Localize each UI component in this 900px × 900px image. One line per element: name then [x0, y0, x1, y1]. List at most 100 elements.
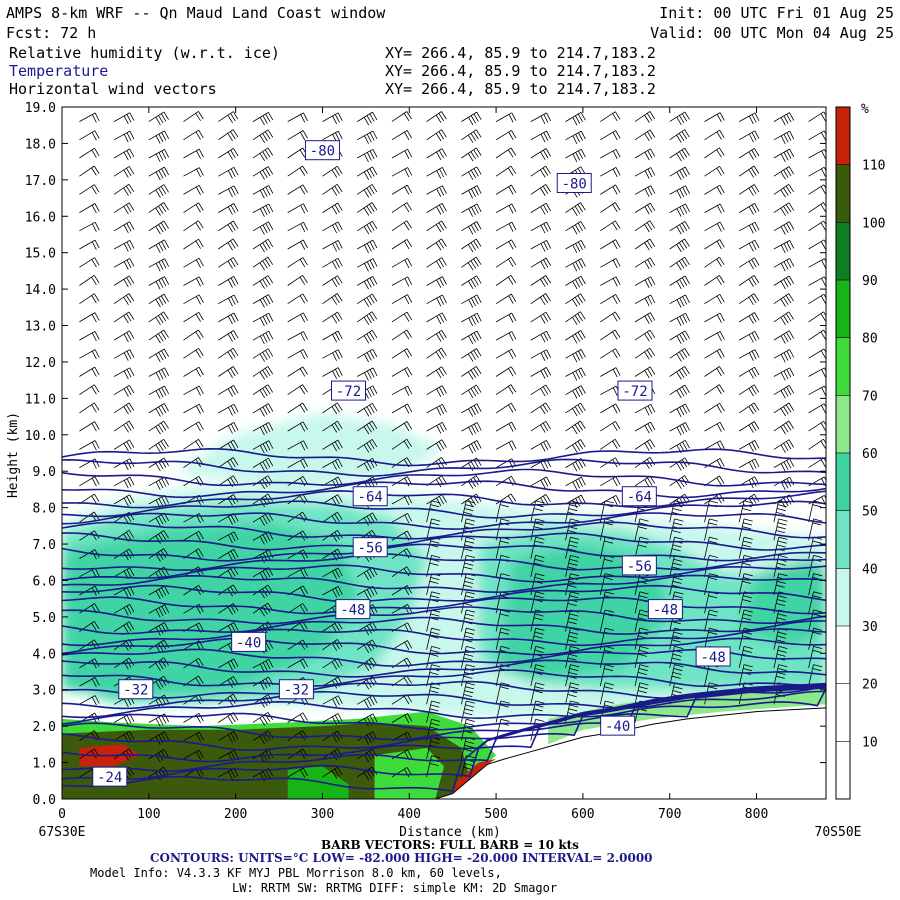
wind-barb — [461, 422, 482, 436]
wind-barb — [391, 257, 413, 269]
wind-barb — [218, 712, 239, 725]
model-info: Model Info: V4.3.3 KF MYJ PBL Morrison 8… — [90, 866, 502, 880]
wind-barb — [669, 312, 690, 327]
wind-barb — [669, 220, 690, 235]
wind-barb — [426, 385, 447, 397]
wind-barb — [461, 256, 482, 271]
wind-barb — [704, 627, 719, 650]
wind-barb — [565, 420, 586, 435]
wind-barb — [252, 129, 274, 144]
wind-barb — [113, 330, 135, 343]
contour-label-box — [118, 679, 154, 700]
wind-barb — [808, 518, 823, 541]
wind-barb — [287, 312, 308, 323]
wind-barb — [113, 202, 135, 215]
wind-barb — [322, 586, 343, 598]
wind-barb — [391, 548, 412, 559]
colorbar-label: 70 — [862, 389, 878, 404]
wind-barb — [808, 130, 826, 141]
wind-barb — [322, 330, 343, 343]
wind-barb — [634, 167, 656, 179]
wind-barb — [113, 529, 135, 542]
wind-barb — [600, 258, 621, 269]
wind-barb — [357, 694, 378, 709]
colorbar-swatch — [836, 453, 850, 511]
x-axis-label: Distance (km) — [399, 825, 501, 840]
wind-barb — [600, 167, 621, 178]
wind-barb — [356, 276, 378, 290]
temperature-contour — [62, 532, 826, 551]
wind-barb — [322, 367, 343, 379]
wind-barb — [530, 221, 552, 234]
wind-barb — [530, 439, 552, 452]
wind-barb — [808, 457, 826, 468]
wind-barb — [113, 240, 135, 252]
contour-label: -72 — [336, 384, 361, 400]
wind-barb — [461, 500, 476, 523]
wind-barb — [287, 767, 308, 778]
wind-barb — [113, 420, 135, 433]
wind-barb — [252, 457, 274, 472]
wind-barb — [183, 329, 204, 341]
field-xy-temperature: XY= 266.4, 85.9 to 214.7,183.2 — [385, 62, 656, 80]
wind-barb — [287, 293, 308, 305]
y-tick-label: 19.0 — [25, 101, 56, 116]
wind-barb — [357, 367, 378, 381]
wind-barb — [773, 112, 795, 126]
left-endpoint-label: 67S30E — [39, 825, 86, 840]
wind-barb — [183, 129, 204, 141]
wind-barb — [218, 203, 239, 215]
wind-barb — [565, 367, 586, 381]
wind-barb — [252, 422, 274, 436]
wind-barb — [183, 366, 204, 377]
wind-barb — [565, 476, 586, 490]
wind-barb — [600, 276, 621, 287]
wind-barb — [287, 257, 308, 268]
wind-barb — [530, 202, 551, 215]
contour-label: -32 — [284, 683, 309, 699]
colorbar-label: 20 — [862, 678, 878, 693]
wind-barb — [218, 731, 239, 743]
contour-label-box — [304, 140, 340, 161]
y-tick-label: 5.0 — [33, 611, 56, 626]
wind-barb — [356, 184, 378, 198]
wind-barb — [704, 348, 725, 359]
wind-barb — [739, 239, 760, 252]
wind-barb — [287, 184, 308, 195]
wind-barb — [738, 384, 760, 397]
contour-label: -48 — [653, 603, 678, 619]
y-tick-label: 17.0 — [25, 174, 56, 189]
wind-barb — [322, 311, 343, 324]
temperature-contour — [62, 543, 826, 562]
wind-barb — [356, 676, 378, 690]
wind-barb — [426, 609, 441, 632]
wind-barb — [252, 203, 274, 217]
contour-legend: CONTOURS: UNITS=°C LOW= -82.000 HIGH= -2… — [150, 851, 653, 865]
wind-barb — [738, 609, 753, 632]
wind-barb — [426, 347, 447, 360]
wind-barb — [252, 440, 274, 454]
wind-barb — [565, 112, 586, 126]
wind-barb — [738, 476, 760, 489]
wind-barb — [565, 239, 586, 254]
wind-barb — [495, 493, 517, 505]
wind-barb — [426, 664, 441, 687]
wind-barb — [461, 440, 482, 454]
wind-barb — [79, 349, 100, 360]
wind-barb — [183, 294, 204, 305]
wind-barb — [356, 329, 378, 344]
contour-label: -40 — [236, 635, 261, 651]
wind-barb — [391, 367, 413, 378]
wind-barb — [808, 646, 823, 668]
wind-barb — [391, 348, 413, 359]
wind-barb — [426, 737, 441, 759]
wind-barb — [322, 676, 343, 689]
wind-barb — [565, 555, 580, 577]
wind-barb — [600, 111, 621, 122]
wind-barb — [565, 682, 580, 705]
wind-barb — [669, 366, 690, 380]
wind-barb — [808, 385, 826, 396]
wind-barb — [218, 475, 239, 488]
wind-barb — [391, 184, 413, 195]
wind-barb — [808, 348, 826, 359]
